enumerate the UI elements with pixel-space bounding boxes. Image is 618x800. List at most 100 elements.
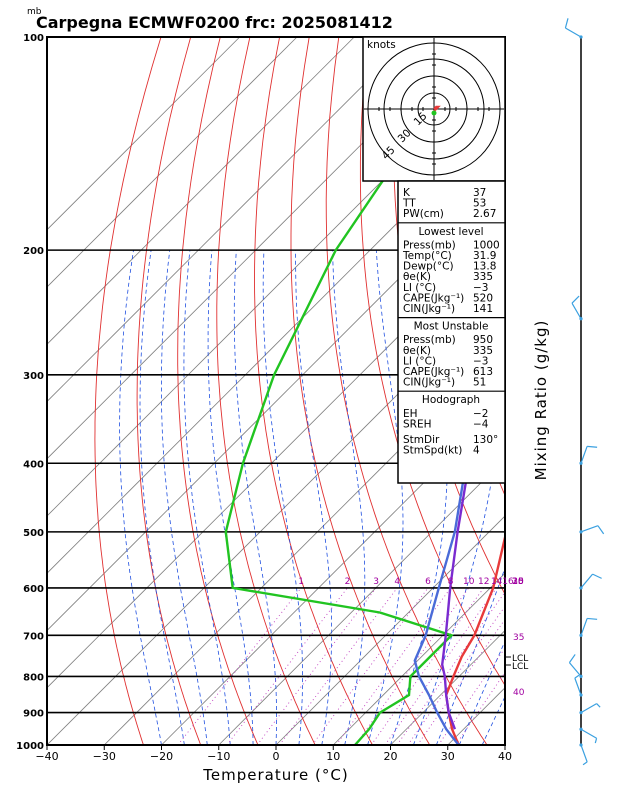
index-unstable-label: CAPE(Jkg⁻¹): [403, 366, 464, 378]
index-lowest-value: −3: [473, 282, 488, 294]
mixing-ratio-label: 30: [512, 577, 524, 587]
chart-title: Carpegna ECMWF0200 frc: 2025081412: [36, 13, 393, 32]
x-tick-label: 0: [273, 750, 280, 763]
mixing-ratio-line: [279, 587, 398, 745]
dry-adiabat: [216, 37, 316, 745]
wind-barb-dot: [579, 693, 583, 697]
wind-barb-flag: [587, 445, 598, 448]
wind-barb-dot: [579, 461, 583, 465]
dry-adiabat: [290, 37, 431, 745]
pressure-tick-label: 500: [23, 528, 44, 539]
index-top-value: 53: [473, 198, 486, 210]
hodograph-storm-motion: [431, 110, 437, 116]
isotherm-line: [332, 572, 505, 745]
moist-adiabat: [160, 250, 208, 745]
mixing-ratio-label: 16: [502, 577, 514, 587]
pressure-tick-label: 600: [23, 584, 44, 595]
mixing-ratio-label: 3: [373, 577, 379, 587]
wind-barb-flag: [587, 617, 598, 620]
wind-barb-flag: [594, 738, 598, 744]
index-lowest-label: θe(K): [403, 271, 431, 283]
wind-barb: [579, 727, 598, 744]
index-unstable-label: LI (°C): [403, 355, 436, 367]
pressure-tick-label: 400: [23, 459, 44, 470]
pressure-tick-label: 300: [23, 371, 44, 382]
moist-adiabat: [295, 250, 333, 745]
index-lowest-value: 13.8: [473, 261, 496, 273]
hodograph-units: knots: [367, 39, 396, 51]
dry-adiabat: [576, 37, 618, 745]
dry-adiabat: [606, 37, 618, 745]
isotherm-line: [47, 37, 470, 460]
index-unstable-value: 950: [473, 334, 493, 346]
index-lowest-value: 335: [473, 271, 493, 283]
index-lowest-label: Temp(°C): [402, 250, 452, 262]
hodograph-index-title: Hodograph: [422, 394, 480, 406]
wind-barbs: [564, 18, 605, 766]
index-hodo-value: −2: [473, 408, 488, 420]
theta-e-label: 40: [513, 688, 525, 698]
wind-barb-flag: [597, 525, 605, 535]
mixing-ratio-label: 14: [491, 577, 503, 587]
moist-adiabat: [207, 250, 254, 745]
wind-barb: [564, 18, 583, 39]
index-lowest-label: LI (°C): [403, 282, 436, 294]
wind-barb-flag: [596, 703, 601, 708]
mixing-ratio-label: 12: [478, 577, 489, 587]
index-unstable-value: 51: [473, 377, 486, 389]
isotherm-line: [47, 37, 412, 403]
isotherm-line: [218, 458, 505, 745]
index-lowest-value: 520: [473, 292, 493, 304]
pressure-tick-label: 700: [23, 631, 44, 642]
wind-barb: [579, 525, 605, 535]
wind-barb-shaft: [571, 302, 582, 320]
index-hodo-label: StmDir: [403, 434, 440, 446]
index-lowest-value: 31.9: [473, 250, 496, 262]
moist-adiabat: [119, 250, 162, 745]
mixing-ratio-label: 10: [463, 577, 475, 587]
wind-barb-flag: [582, 761, 588, 766]
index-hodo-value: 4: [473, 445, 480, 457]
wind-barb-shaft: [580, 618, 588, 636]
x-tick-label: 10: [326, 750, 340, 763]
index-lowest-value: 141: [473, 303, 493, 315]
x-axis-title: Temperature (°C): [202, 766, 348, 784]
grid-lines: [47, 37, 618, 745]
moist-adiabat: [332, 250, 366, 745]
dry-adiabat: [136, 37, 202, 745]
lcl-label-upper: LCL: [512, 654, 528, 664]
isotherm-line: [47, 37, 241, 231]
wind-barb-shaft: [580, 703, 597, 714]
wind-barb-shaft: [568, 662, 582, 677]
dry-adiabat: [359, 37, 505, 687]
x-tick-label: 20: [384, 750, 398, 763]
isotherm-line: [47, 171, 505, 632]
most-unstable-title: Most Unstable: [414, 321, 489, 333]
wind-barb-shaft: [565, 27, 582, 38]
wind-barb-flag: [571, 295, 580, 304]
index-lowest-value: 1000: [473, 239, 500, 251]
wind-barb: [571, 295, 583, 321]
index-top-label: K: [403, 187, 411, 199]
wind-barb-shaft: [574, 677, 582, 696]
wind-barb-flag: [574, 674, 580, 679]
isotherm-line: [47, 37, 298, 288]
pressure-tick-label: 1000: [16, 741, 44, 752]
mixing-ratio-line: [370, 587, 485, 745]
wind-barb-dot: [579, 727, 583, 731]
x-tick-label: 40: [498, 750, 512, 763]
isotherm-line: [47, 229, 505, 689]
wind-barb: [579, 617, 598, 637]
wind-barb-dot: [579, 586, 583, 590]
wind-barb: [579, 703, 601, 715]
wind-barb-shaft: [580, 573, 594, 589]
isotherm-line: [47, 37, 355, 345]
x-tick-label: −40: [35, 750, 58, 763]
index-top-value: 2.67: [473, 208, 496, 220]
wind-barb-dot: [579, 35, 583, 39]
wind-barb-dot: [579, 711, 583, 715]
